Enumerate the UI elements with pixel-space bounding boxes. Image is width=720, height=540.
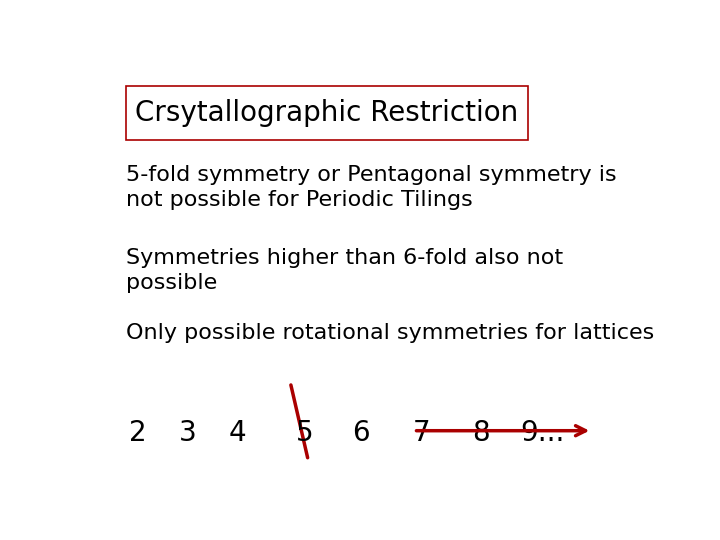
Text: 8: 8 [472,419,490,447]
Text: 7: 7 [413,419,431,447]
Text: Crsytallographic Restriction: Crsytallographic Restriction [135,99,518,126]
Text: 3: 3 [179,419,197,447]
Text: 2: 2 [129,419,146,447]
Text: 4: 4 [229,419,247,447]
Text: Only possible rotational symmetries for lattices: Only possible rotational symmetries for … [126,322,654,342]
Text: 6: 6 [352,419,369,447]
Text: Symmetries higher than 6-fold also not
possible: Symmetries higher than 6-fold also not p… [126,248,563,293]
Text: 9...: 9... [520,419,564,447]
Text: 5: 5 [296,419,314,447]
FancyBboxPatch shape [126,85,528,140]
Text: 5-fold symmetry or Pentagonal symmetry is
not possible for Periodic Tilings: 5-fold symmetry or Pentagonal symmetry i… [126,165,617,210]
